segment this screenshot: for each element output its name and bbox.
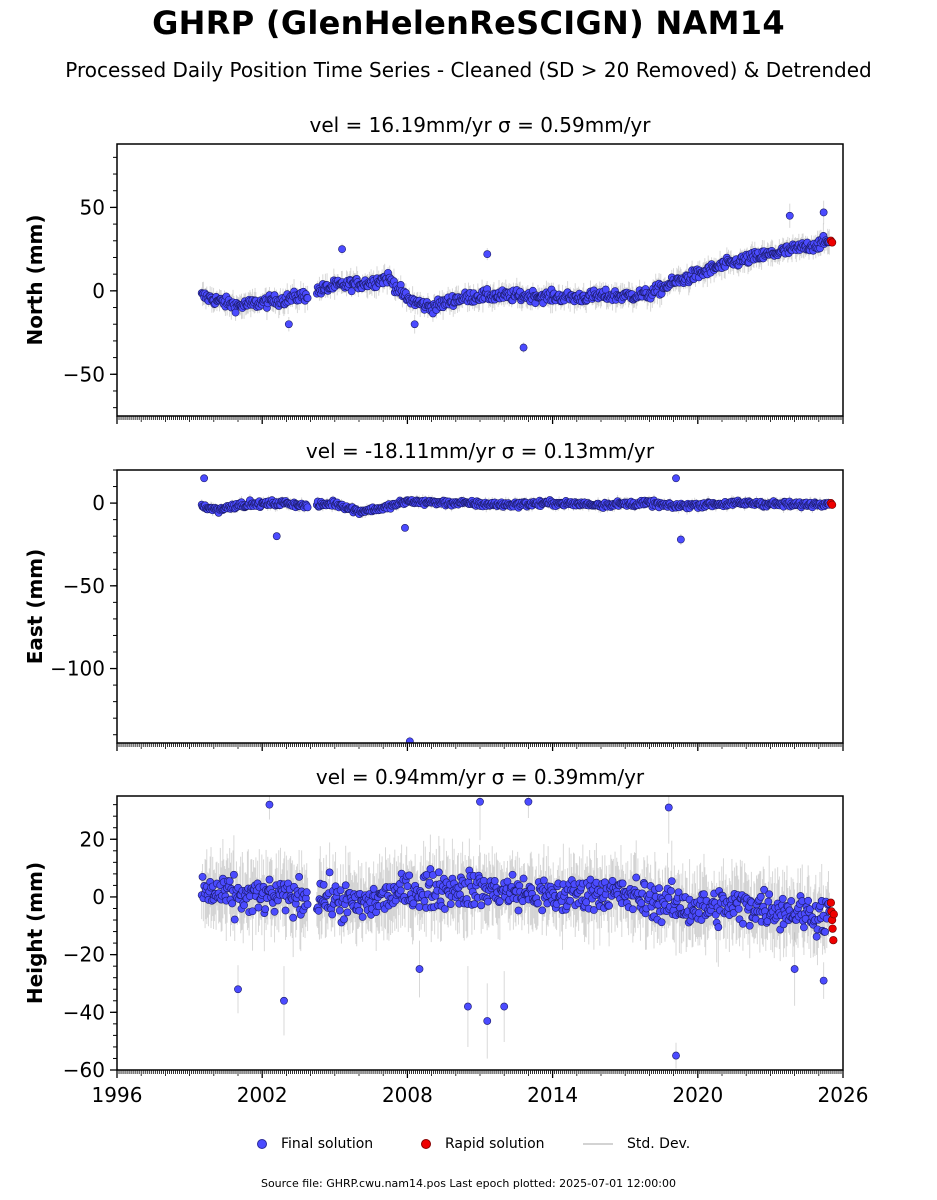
final-solution-point bbox=[270, 907, 279, 916]
final-solution-point bbox=[325, 868, 334, 877]
final-solution-point bbox=[589, 906, 598, 914]
final-solution-point bbox=[303, 294, 312, 302]
plot-area bbox=[197, 796, 838, 1069]
final-solution-point bbox=[534, 899, 542, 908]
y-tick-label: 0 bbox=[92, 279, 105, 303]
final-solution-point bbox=[272, 532, 281, 541]
final-solution-point bbox=[261, 905, 270, 914]
final-solution-point bbox=[295, 872, 304, 881]
final-solution-point bbox=[302, 888, 311, 897]
panel-title: vel = -18.11mm/yr σ = 0.13mm/yr bbox=[306, 439, 655, 463]
final-solution-point bbox=[289, 913, 298, 922]
final-solution-point bbox=[672, 474, 680, 483]
y-tick-label: −50 bbox=[63, 362, 105, 386]
final-solution-point bbox=[228, 899, 237, 908]
final-solution-point bbox=[618, 879, 627, 888]
final-solution-point bbox=[281, 906, 290, 915]
final-solution-point bbox=[230, 915, 239, 924]
final-solution-point bbox=[490, 877, 499, 885]
final-solution-point bbox=[405, 737, 414, 743]
final-solution-point bbox=[495, 897, 504, 906]
panel-title: vel = 16.19mm/yr σ = 0.59mm/yr bbox=[310, 113, 652, 137]
y-axis-label: North (mm) bbox=[23, 214, 47, 345]
final-solution-point bbox=[484, 897, 492, 906]
final-solution-point bbox=[401, 524, 409, 532]
final-solution-point bbox=[605, 901, 614, 910]
final-solution-point bbox=[508, 870, 517, 879]
final-solution-point bbox=[340, 915, 348, 924]
final-solution-point bbox=[341, 881, 350, 890]
final-solution-point bbox=[303, 503, 312, 512]
final-solution-point bbox=[343, 908, 352, 917]
final-solution-point bbox=[328, 910, 337, 919]
final-solution-point bbox=[358, 913, 367, 921]
final-solution-point bbox=[410, 320, 419, 329]
final-solution-point bbox=[369, 884, 378, 893]
final-solution-point bbox=[601, 285, 610, 294]
final-solution-point bbox=[265, 875, 274, 884]
y-axis-label: East (mm) bbox=[23, 549, 47, 665]
final-solution-point bbox=[519, 874, 528, 883]
final-solution-point bbox=[420, 897, 429, 905]
final-solution-point bbox=[231, 308, 240, 317]
final-solution-point bbox=[676, 535, 685, 544]
final-solution-point bbox=[403, 882, 412, 891]
final-solution-point bbox=[303, 900, 312, 909]
rapid-solution-point bbox=[828, 238, 837, 247]
axes-frame bbox=[116, 143, 844, 417]
final-solution-point bbox=[229, 870, 238, 879]
y-tick-label: −50 bbox=[63, 574, 105, 598]
plot-area bbox=[197, 200, 837, 353]
page-subtitle: Processed Daily Position Time Series - C… bbox=[65, 58, 872, 82]
final-solution-point bbox=[405, 871, 414, 880]
final-solution-point bbox=[409, 899, 418, 908]
final-solution-point bbox=[425, 878, 434, 887]
final-solution-point bbox=[446, 900, 455, 908]
final-solution-point bbox=[819, 208, 828, 217]
final-solution-point bbox=[566, 896, 575, 905]
final-solution-point bbox=[319, 880, 328, 889]
final-solution-point bbox=[396, 886, 405, 895]
y-axis-label: Height (mm) bbox=[23, 862, 47, 1004]
final-solution-point bbox=[628, 905, 637, 914]
final-solution-point bbox=[240, 901, 248, 910]
final-solution-point bbox=[785, 211, 794, 220]
final-solution-point bbox=[519, 343, 528, 352]
final-solution-point bbox=[198, 872, 207, 881]
final-solution-point bbox=[200, 474, 209, 483]
final-solution-point bbox=[503, 877, 512, 886]
final-solution-point bbox=[514, 906, 523, 915]
final-solution-point bbox=[538, 906, 547, 915]
final-solution-point bbox=[254, 903, 263, 912]
final-solution-point bbox=[248, 907, 257, 916]
final-solution-point bbox=[479, 876, 488, 885]
plot-area bbox=[197, 474, 837, 743]
rapid-solution-point bbox=[828, 500, 837, 509]
y-tick-label: 50 bbox=[80, 195, 105, 219]
page-title: GHRP (GlenHelenReSCIGN) NAM14 bbox=[152, 4, 785, 42]
final-solution-point bbox=[336, 886, 345, 895]
final-solution-point bbox=[483, 250, 492, 259]
panel-title: vel = 0.94mm/yr σ = 0.39mm/yr bbox=[316, 765, 645, 789]
final-solution-point bbox=[637, 899, 646, 908]
final-solution-point bbox=[225, 877, 234, 886]
final-solution-point bbox=[539, 876, 548, 885]
final-solution-point bbox=[632, 873, 641, 882]
final-solution-point bbox=[477, 901, 486, 910]
final-solution-point bbox=[434, 868, 443, 877]
final-solution-point bbox=[338, 245, 346, 254]
final-solution-point bbox=[355, 906, 364, 915]
final-solution-point bbox=[335, 906, 344, 915]
final-solution-point bbox=[284, 320, 293, 329]
final-solution-point bbox=[314, 906, 323, 915]
y-tick-label: 0 bbox=[92, 491, 105, 515]
final-solution-point bbox=[415, 903, 424, 911]
final-solution-point bbox=[347, 287, 356, 296]
final-solution-point bbox=[440, 905, 449, 913]
y-tick-label: −100 bbox=[50, 657, 105, 681]
